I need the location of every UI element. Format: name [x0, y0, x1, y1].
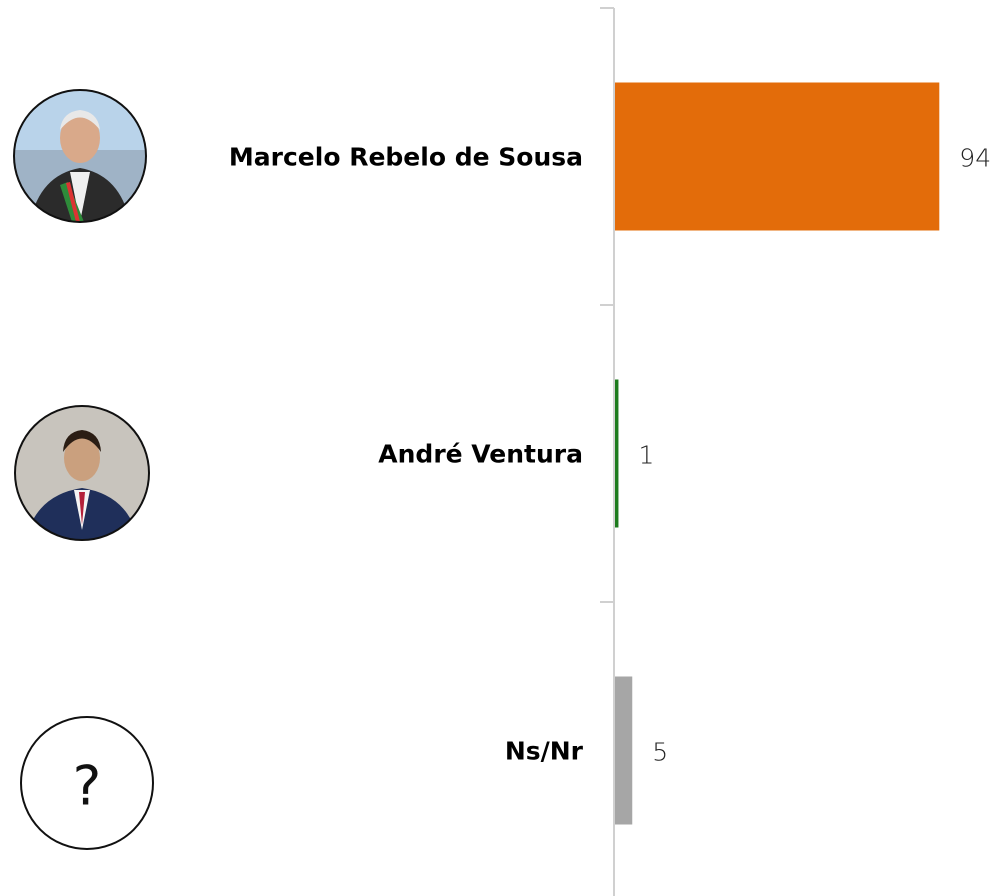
- bar: [615, 677, 632, 825]
- value-label: 94: [959, 144, 991, 173]
- bar: [615, 380, 618, 528]
- value-label: 5: [652, 738, 668, 767]
- avatar: [14, 406, 150, 542]
- category-label: Marcelo Rebelo de Sousa: [229, 143, 583, 172]
- category-label: André Ventura: [378, 440, 583, 469]
- page: ? Marcelo Rebelo de Sousa 94 André Ventura…: [0, 0, 998, 896]
- bar: [615, 83, 939, 231]
- category-label: Ns/Nr: [505, 737, 584, 766]
- avatar: [14, 90, 146, 222]
- chart: ? Marcelo Rebelo de Sousa 94 André Ventura…: [0, 0, 998, 896]
- avatar: ?: [21, 717, 153, 849]
- unknown-symbol: ?: [73, 755, 102, 818]
- value-label: 1: [638, 441, 654, 470]
